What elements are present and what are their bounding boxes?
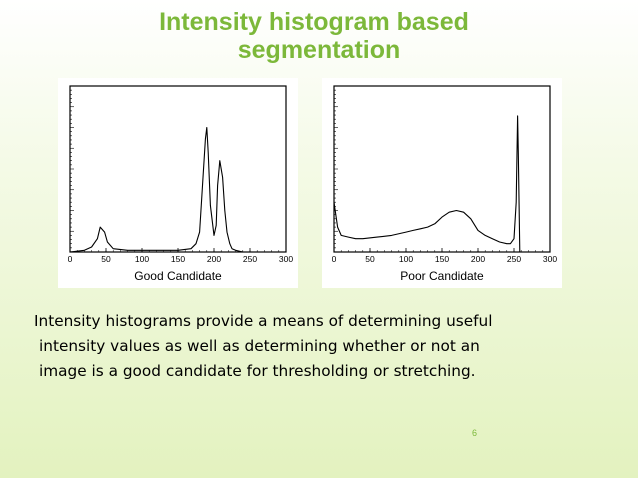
- x-tick-label: 50: [101, 254, 111, 264]
- plot-frame: [69, 85, 287, 253]
- x-tick-label: 150: [435, 254, 449, 264]
- x-tick-label: 50: [365, 254, 375, 264]
- x-tick-label: 250: [243, 254, 257, 264]
- x-tick-label: 300: [543, 254, 557, 264]
- x-tick-label: 0: [68, 254, 73, 264]
- body-line-2: intensity values as well as determining …: [39, 337, 480, 355]
- chart-caption-good: Good Candidate: [134, 269, 222, 283]
- histogram-chart-poor: 0 50 100 150 200 250 300: [332, 85, 557, 264]
- x-tick-label: 200: [207, 254, 221, 264]
- histogram-chart-good: 0 50 100 150 200 250 300: [68, 85, 293, 264]
- x-tick-label: 100: [399, 254, 413, 264]
- x-tick-label: 0: [332, 254, 337, 264]
- histogram-panel-poor: 0 50 100 150 200 250 300 Poor Candidate: [322, 78, 562, 288]
- x-tick-label: 300: [279, 254, 293, 264]
- x-tick-label: 250: [507, 254, 521, 264]
- x-tick-label: 100: [135, 254, 149, 264]
- page-number: 6: [472, 428, 478, 438]
- slide-title: Intensity histogram based segmentation: [0, 8, 638, 64]
- series-line-0: [69, 126, 272, 253]
- body-line-3: image is a good candidate for thresholdi…: [39, 362, 476, 380]
- x-tick-label: 150: [171, 254, 185, 264]
- histogram-panel-good: 0 50 100 150 200 250 300 Good Candidate: [58, 78, 298, 288]
- chart-caption-poor: Poor Candidate: [400, 269, 484, 283]
- body-line-1: Intensity histograms provide a means of …: [34, 312, 493, 330]
- slide-body-text: Intensity histograms provide a means of …: [34, 309, 594, 384]
- x-tick-label: 200: [471, 254, 485, 264]
- slide-title-line-1: Intensity histogram based: [159, 8, 469, 36]
- plot-frame: [333, 85, 551, 253]
- series-line-0: [333, 115, 521, 253]
- slide-title-line-2: segmentation: [237, 36, 401, 64]
